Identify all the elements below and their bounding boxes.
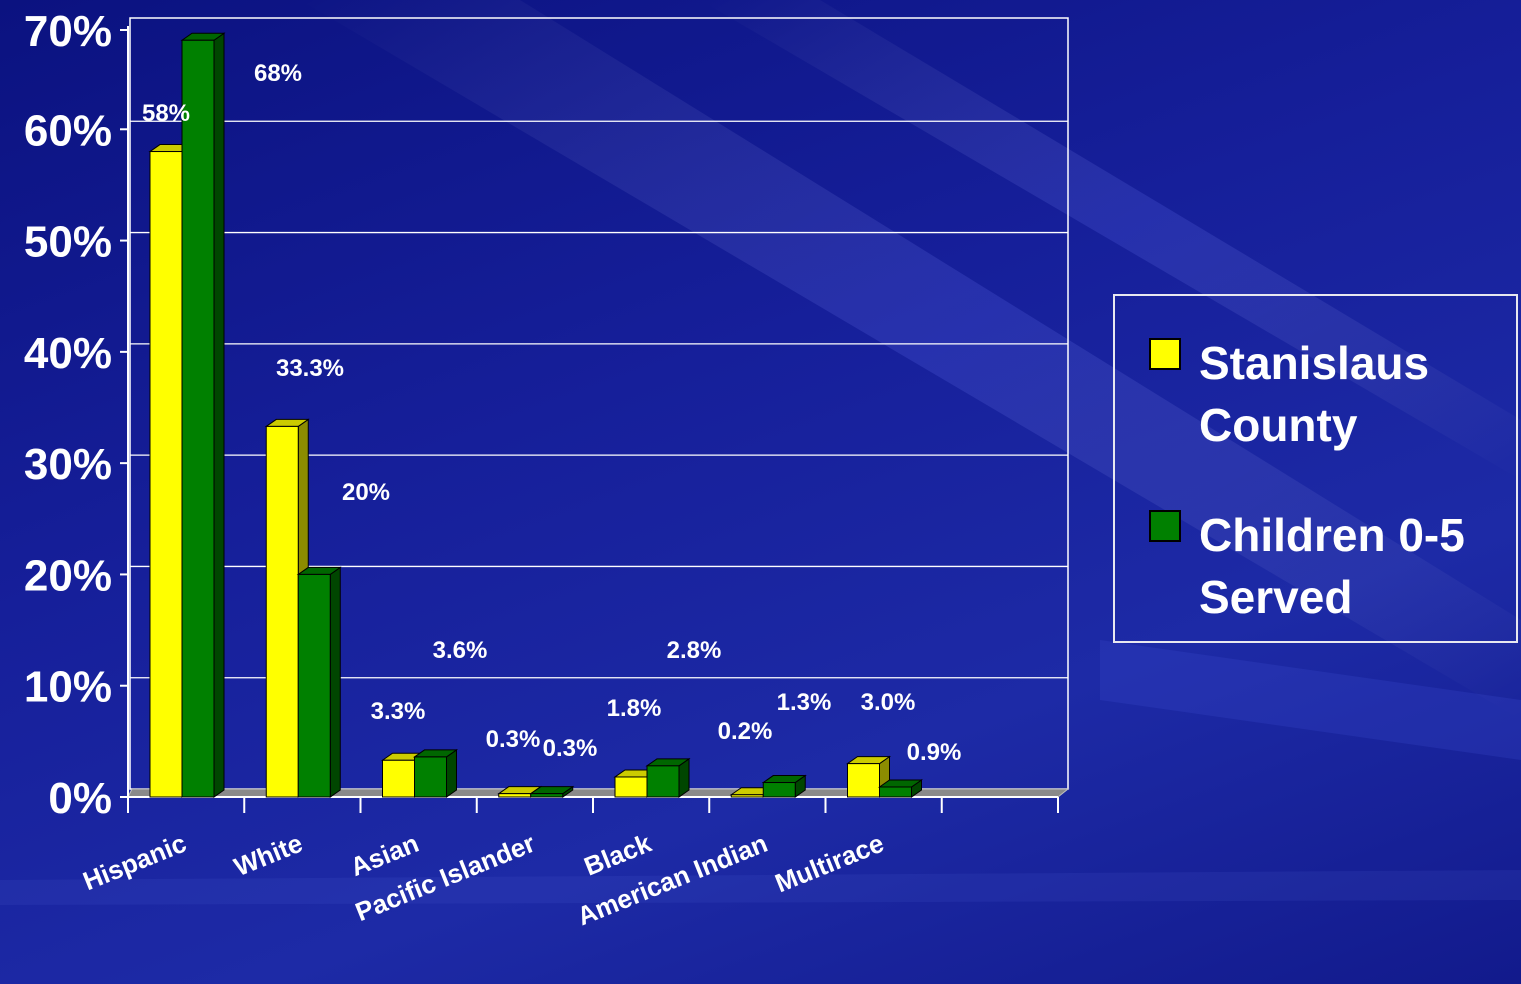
plot-area [127, 17, 1070, 798]
y-tick-label: 30% [24, 440, 112, 489]
y-tick-label: 50% [24, 218, 112, 267]
data-labels: 58% 33.3% 3.3% 0.3% 1.8% 0.2% 3.0% 68% 20% 3.6% 0.… [142, 60, 961, 766]
bar-multirace-children-0-5-served [877, 779, 924, 798]
data-label: 2.8% [667, 637, 722, 664]
data-label: 33.3% [276, 355, 344, 382]
bar-multirace-stanislaus-county [845, 755, 892, 798]
bar-american-indian-children-0-5-served [761, 774, 807, 798]
bar-black-children-0-5-served [645, 757, 691, 798]
data-label: 3.6% [433, 637, 488, 664]
data-label: 0.3% [543, 735, 598, 762]
y-tick-label: 20% [24, 551, 112, 600]
data-label: 68% [254, 60, 302, 87]
bar-asian-children-0-5-served [412, 748, 459, 798]
data-label: 1.3% [777, 689, 832, 716]
bar-white-children-0-5-served [296, 566, 342, 798]
data-label: 58% [142, 100, 190, 127]
data-label: 0.9% [907, 739, 962, 766]
legend-label: Children 0-5 Served [1199, 509, 1465, 623]
background-streaks [0, 0, 1521, 905]
y-axis: 0% 10% 20% 30% 40% 50% 60% 70% [24, 7, 129, 823]
legend-label: Stanislaus County [1199, 337, 1430, 451]
chart-legend: Stanislaus County Children 0-5 Served [1113, 294, 1518, 643]
y-tick-label: 10% [24, 663, 112, 712]
x-tick-label: Black [580, 828, 656, 882]
data-label: 0.3% [486, 726, 541, 753]
bar-pacific-islander-children-0-5-served [529, 785, 575, 798]
data-label: 0.2% [718, 718, 773, 745]
y-tick-label: 70% [24, 7, 112, 56]
data-label: 3.3% [371, 698, 426, 725]
data-label: 1.8% [607, 695, 662, 722]
x-tick-label: White [230, 828, 307, 882]
legend-swatch [1149, 510, 1181, 542]
y-tick-label: 60% [24, 106, 112, 155]
data-label: 3.0% [861, 689, 916, 716]
data-label: 20% [342, 479, 390, 506]
bar-hispanic-children-0-5-served [180, 32, 226, 798]
bars [148, 32, 924, 798]
y-tick-label: 40% [24, 329, 112, 378]
y-tick-label: 0% [48, 774, 112, 823]
legend-swatch [1149, 338, 1181, 370]
